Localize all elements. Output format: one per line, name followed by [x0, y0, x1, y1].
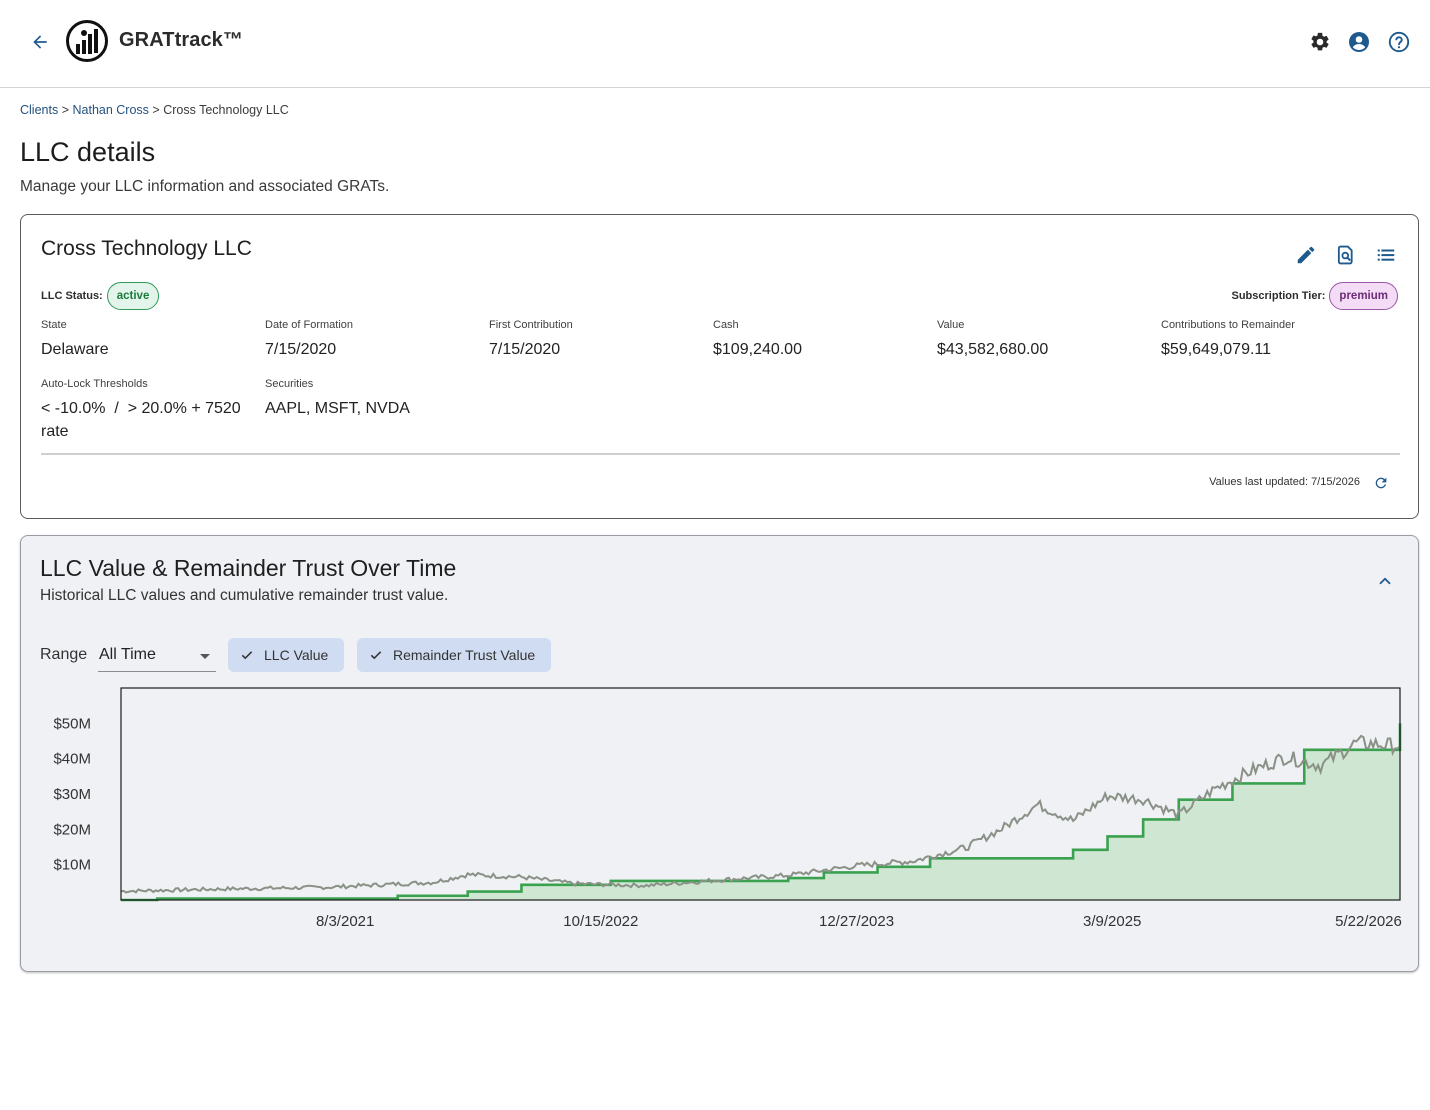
- llc-value-line: [120, 734, 1401, 894]
- llc-value-chart: $10M $20M $30M $40M $50M 8/3/2021 10/15/2022 12…: [53, 687, 1402, 930]
- llc-details-card: Cross Technology LLC LLC Status: active …: [20, 214, 1419, 519]
- range-label: Range: [40, 646, 88, 663]
- field-contributions-to-remainder: Contributions to Remainder $59,649,079.1…: [1161, 319, 1371, 361]
- field-label: First Contribution: [489, 319, 573, 331]
- field-value: 7/15/2020: [489, 341, 561, 358]
- breadcrumb-link-clients[interactable]: Clients: [20, 103, 59, 117]
- plot-frame: [120, 687, 1401, 901]
- field-value: < -10.0% / > 20.0% + 7520 rate: [41, 400, 246, 440]
- field-value: Value $43,582,680.00: [937, 319, 1147, 361]
- remainder-trust-line: [121, 723, 1402, 902]
- llc-status: LLC Status: active: [41, 282, 160, 310]
- breadcrumb-link-client[interactable]: Nathan Cross: [72, 103, 149, 117]
- field-label: Date of Formation: [265, 319, 354, 331]
- pencil-icon[interactable]: [1294, 243, 1318, 267]
- x-tick-label: 3/9/2025: [1083, 913, 1141, 930]
- breadcrumb-separator: >: [152, 103, 160, 117]
- account-circle-icon[interactable]: [1346, 29, 1372, 55]
- toggle-llc-value[interactable]: LLC Value: [228, 638, 345, 672]
- llc-name: Cross Technology LLC: [41, 237, 252, 260]
- divider: [41, 453, 1400, 455]
- field-first-contribution: First Contribution 7/15/2020: [489, 319, 699, 361]
- gear-icon[interactable]: [1307, 29, 1333, 55]
- top-app-bar: GRATtrack™: [0, 0, 1430, 88]
- field-value: $43,582,680.00: [937, 341, 1049, 358]
- x-tick-label: 12/27/2023: [819, 913, 894, 930]
- field-label: Contributions to Remainder: [1161, 319, 1295, 331]
- field-date-of-formation: Date of Formation 7/15/2020: [265, 319, 475, 361]
- card-actions: [1294, 243, 1398, 267]
- tier-badge: premium: [1329, 282, 1398, 310]
- x-tick-label: 5/22/2026: [1335, 913, 1402, 930]
- field-value: 7/15/2020: [265, 341, 337, 358]
- y-tick-label: $10M: [53, 857, 91, 874]
- toggle-label: LLC Value: [264, 647, 329, 663]
- app-title: GRATtrack™: [119, 29, 243, 51]
- chart-section-subtitle: Historical LLC values and cumulative rem…: [40, 587, 449, 604]
- llc-value-chart-card: LLC Value & Remainder Trust Over Time Hi…: [20, 535, 1419, 972]
- field-label: State: [41, 319, 67, 331]
- field-value: AAPL, MSFT, NVDA: [265, 400, 410, 417]
- status-badge: active: [106, 282, 160, 310]
- caret-down-icon: [200, 654, 210, 659]
- page-title: LLC details: [20, 137, 156, 167]
- subscription-tier-label: Subscription Tier:: [1231, 290, 1326, 302]
- refresh-icon[interactable]: [1371, 473, 1391, 493]
- field-value: $109,240.00: [713, 341, 802, 358]
- chart-section-title: LLC Value & Remainder Trust Over Time: [40, 555, 457, 581]
- grattrack-logo[interactable]: [66, 20, 108, 62]
- field-value: Delaware: [41, 341, 109, 358]
- field-label: Securities: [265, 378, 314, 390]
- breadcrumb-separator: >: [61, 103, 70, 117]
- y-tick-label: $20M: [53, 821, 91, 838]
- toggle-remainder-trust-value[interactable]: Remainder Trust Value: [357, 638, 552, 672]
- check-icon: [241, 651, 253, 660]
- range-select-value: All Time: [99, 646, 156, 663]
- x-tick-label: 10/15/2022: [563, 913, 638, 930]
- toggle-label: Remainder Trust Value: [393, 647, 536, 663]
- y-tick-label: $40M: [53, 751, 91, 768]
- field-label: Auto-Lock Thresholds: [41, 378, 148, 390]
- field-label: Cash: [713, 319, 739, 331]
- field-state: State Delaware: [41, 319, 251, 361]
- x-tick-label: 8/3/2021: [316, 913, 374, 930]
- range-select[interactable]: All Time: [98, 638, 216, 672]
- check-icon: [370, 651, 382, 660]
- page-subtitle: Manage your LLC information and associat…: [20, 178, 390, 195]
- values-last-updated: Values last updated: 7/15/2026: [1209, 476, 1360, 488]
- y-tick-label: $30M: [53, 786, 91, 803]
- llc-status-label: LLC Status:: [41, 290, 103, 302]
- breadcrumb: Clients > Nathan Cross > Cross Technolog…: [20, 103, 289, 117]
- list-icon[interactable]: [1374, 243, 1398, 267]
- field-securities: Securities AAPL, MSFT, NVDA: [265, 378, 475, 420]
- document-search-icon[interactable]: [1334, 243, 1358, 267]
- remainder-trust-area: [121, 723, 1400, 900]
- field-label: Value: [937, 319, 965, 331]
- y-tick-label: $50M: [53, 715, 91, 732]
- field-value: $59,649,079.11: [1161, 341, 1272, 358]
- subscription-tier: Subscription Tier: premium: [1231, 282, 1398, 310]
- breadcrumb-current: Cross Technology LLC: [163, 103, 289, 117]
- help-circle-icon[interactable]: [1386, 29, 1412, 55]
- chevron-up-icon[interactable]: [1374, 570, 1396, 592]
- back-arrow-icon[interactable]: [26, 28, 54, 56]
- field-auto-lock-thresholds: Auto-Lock Thresholds < -10.0% / > 20.0% …: [41, 378, 251, 443]
- field-cash: Cash $109,240.00: [713, 319, 923, 361]
